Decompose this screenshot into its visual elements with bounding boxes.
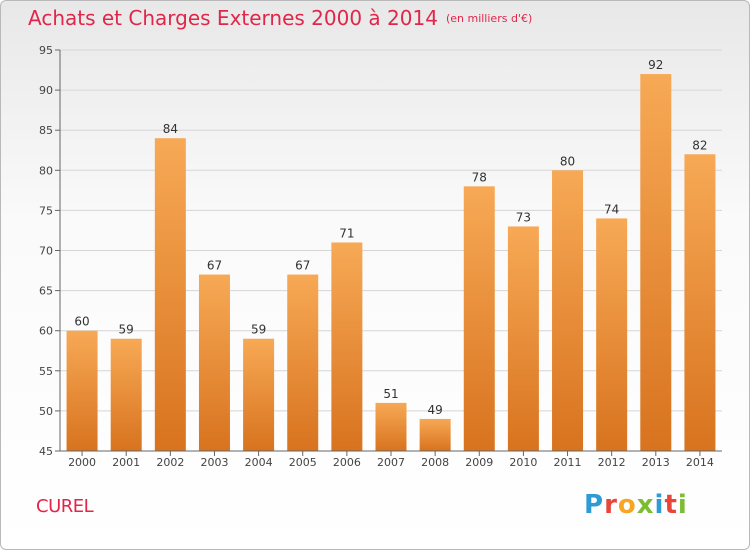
- y-tick-label: 75: [39, 204, 53, 217]
- bar-value-label: 74: [604, 202, 619, 216]
- x-tick-label: 2006: [333, 456, 361, 469]
- bar-value-label: 78: [472, 170, 487, 184]
- bar-value-label: 73: [516, 210, 531, 224]
- bar-value-label: 80: [560, 154, 575, 168]
- x-tick-label: 2014: [686, 456, 714, 469]
- bar-value-label: 71: [339, 226, 354, 240]
- bar-value-label: 49: [427, 403, 442, 417]
- y-tick-label: 70: [39, 245, 53, 258]
- bar-2013: [640, 74, 672, 451]
- bar-2009: [463, 186, 495, 451]
- y-tick-label: 50: [39, 405, 53, 418]
- bar-2007: [375, 402, 407, 451]
- proxiti-logo: Proxiti: [584, 490, 688, 520]
- axes: 45 50 55 60 65 70 75 80 85 90 95 60 2000 59 2001 84 2002…: [39, 44, 722, 469]
- chart-title-text: Achats et Charges Externes 2000 à 2014: [28, 6, 438, 30]
- y-tick-label: 90: [39, 84, 53, 97]
- bar-value-label: 84: [163, 122, 178, 136]
- y-tick-label: 55: [39, 365, 53, 378]
- logo-letter: P: [584, 490, 605, 520]
- logo-letter: i: [677, 490, 688, 520]
- bar-value-label: 82: [692, 138, 707, 152]
- bar-2005: [287, 274, 319, 451]
- bar-2000: [66, 330, 98, 451]
- bar-value-label: 51: [383, 387, 398, 401]
- x-tick-label: 2009: [465, 456, 493, 469]
- y-tick-label: 65: [39, 285, 53, 298]
- x-tick-label: 2013: [642, 456, 670, 469]
- x-tick-label: 2010: [509, 456, 537, 469]
- x-tick-label: 2003: [200, 456, 228, 469]
- bar-2004: [243, 338, 275, 451]
- y-tick-label: 80: [39, 164, 53, 177]
- x-tick-label: 2007: [377, 456, 405, 469]
- bar-value-label: 67: [295, 259, 310, 273]
- bars: [66, 74, 716, 452]
- y-tick-label: 45: [39, 445, 53, 458]
- x-tick-label: 2002: [156, 456, 184, 469]
- commune-name: CUREL: [36, 496, 94, 517]
- bar-2008: [419, 418, 451, 451]
- x-tick-label: 2012: [598, 456, 626, 469]
- logo-letter: x: [636, 490, 655, 520]
- y-tick-label: 60: [39, 325, 53, 338]
- x-tick-label: 2000: [68, 456, 96, 469]
- bar-2010: [507, 226, 539, 451]
- bar-2011: [552, 170, 584, 452]
- logo-letter: r: [604, 490, 618, 520]
- logo-letter: i: [654, 490, 665, 520]
- x-tick-label: 2004: [245, 456, 273, 469]
- y-tick-label: 95: [39, 44, 53, 57]
- x-tick-label: 2001: [112, 456, 140, 469]
- x-tick-label: 2011: [554, 456, 582, 469]
- logo-letter: o: [617, 490, 637, 520]
- bar-2003: [198, 274, 230, 451]
- bar-value-label: 67: [207, 259, 222, 273]
- logo-letter: t: [664, 490, 678, 520]
- bar-value-label: 59: [119, 323, 134, 337]
- y-tick-label: 85: [39, 124, 53, 137]
- bar-value-label: 92: [648, 58, 663, 72]
- x-tick-label: 2005: [289, 456, 317, 469]
- bar-value-label: 59: [251, 323, 266, 337]
- bar-2006: [331, 242, 363, 451]
- bar-value-label: 60: [74, 315, 89, 329]
- chart-unit-label: (en milliers d'€): [445, 12, 533, 25]
- bar-2014: [684, 154, 716, 451]
- bar-2012: [596, 218, 628, 451]
- bar-2001: [110, 338, 142, 451]
- chart-title: Achats et Charges Externes 2000 à 2014 (e…: [28, 6, 532, 30]
- bar-2002: [154, 138, 186, 451]
- x-tick-label: 2008: [421, 456, 449, 469]
